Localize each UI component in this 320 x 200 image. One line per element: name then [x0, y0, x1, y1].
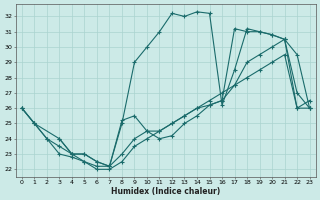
X-axis label: Humidex (Indice chaleur): Humidex (Indice chaleur) — [111, 187, 220, 196]
